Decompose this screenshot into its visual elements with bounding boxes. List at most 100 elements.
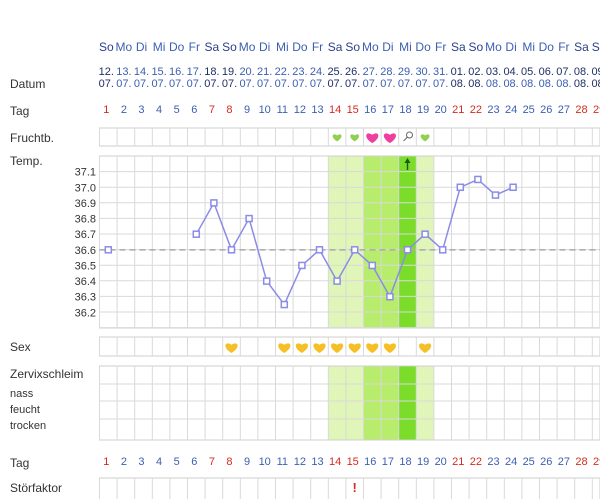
y-tick-label: 36.2 <box>75 307 96 319</box>
date-month-label: 08. <box>521 78 537 90</box>
cycle-day-label-top: 25 <box>522 104 535 116</box>
date-month-label: 07. <box>98 78 114 90</box>
weekday-label: So <box>222 40 237 54</box>
fertile-window-peak <box>398 366 417 440</box>
date-day-label: 22. <box>274 66 290 78</box>
cycle-day-label-bottom: 3 <box>138 456 145 468</box>
cycle-day-label-bottom: 20 <box>434 456 447 468</box>
temperature-point <box>315 246 324 254</box>
green-heart-icon <box>350 134 360 142</box>
date-day-label: 05. <box>521 66 537 78</box>
weekday-label: So <box>345 40 361 54</box>
date-day-label: 20. <box>239 66 255 78</box>
y-tick-label: 37.1 <box>75 167 96 179</box>
cycle-day-label-bottom: 22 <box>469 456 483 468</box>
date-day-label: 03. <box>485 66 502 78</box>
cycle-day-label-bottom: 1 <box>103 456 110 468</box>
cycle-day-label-top: 16 <box>364 104 377 116</box>
cycle-day-label-top: 18 <box>399 104 412 116</box>
weekday-label: Mi <box>275 40 289 54</box>
sex-heart-icon <box>383 343 396 354</box>
temperature-point <box>192 230 201 238</box>
date-day-label: 28. <box>380 66 396 78</box>
cycle-day-label-top: 17 <box>381 104 395 116</box>
date-month-label: 07. <box>362 78 378 90</box>
date-month-label: 07. <box>204 78 220 90</box>
date-day-label: 01. <box>450 66 466 78</box>
cycle-day-label-bottom: 15 <box>346 456 359 468</box>
pink-heart-icon <box>366 133 379 144</box>
cycle-day-label-top: 8 <box>226 104 233 116</box>
date-month-label: 07. <box>133 78 150 90</box>
weekday-label: Do <box>538 40 554 54</box>
weekday-label: Do <box>415 40 431 54</box>
fertile-window-mid <box>363 156 382 328</box>
y-tick-label: 36.6 <box>75 245 96 257</box>
cycle-day-label-top: 2 <box>120 104 127 116</box>
temperature-point <box>368 261 377 270</box>
weekday-label: Mi <box>399 40 412 54</box>
weekday-label: Sa <box>204 40 220 54</box>
temperature-point <box>438 246 447 254</box>
cycle-day-label-top: 6 <box>191 104 198 116</box>
y-tick-label: 36.9 <box>75 198 96 210</box>
temperature-point <box>104 246 113 254</box>
cycle-day-label-top: 28 <box>575 104 588 116</box>
cycle-day-label-bottom: 26 <box>540 456 553 468</box>
date-month-label: 07. <box>116 78 132 90</box>
cycle-day-label-bottom: 8 <box>226 456 233 468</box>
sex-heart-icon <box>313 343 326 354</box>
date-month-label: 08. <box>503 78 519 90</box>
temperature-point <box>298 261 306 270</box>
weekday-label: Mo <box>238 40 256 54</box>
weekday-label: Fr <box>311 40 324 54</box>
temperature-point <box>210 199 218 207</box>
y-tick-label: 36.8 <box>75 214 96 226</box>
fertile-window-light <box>416 366 434 440</box>
fertile-window-light <box>345 156 364 328</box>
green-heart-icon <box>420 134 430 142</box>
zervix-label-nass: nass <box>10 388 34 400</box>
date-day-label: 04. <box>503 66 519 78</box>
row-label-temp: Temp. <box>10 154 43 168</box>
fertile-window-light <box>328 156 346 328</box>
cycle-day-label-bottom: 14 <box>328 456 342 468</box>
cycle-day-label-bottom: 11 <box>276 456 288 468</box>
cycle-day-label-top: 26 <box>540 104 553 116</box>
date-month-label: 07. <box>397 78 414 90</box>
temperature-point <box>491 191 500 199</box>
date-month-label: 07. <box>169 78 185 90</box>
cycle-day-label-bottom: 6 <box>191 456 198 468</box>
cycle-day-label-bottom: 29 <box>592 456 600 468</box>
temperature-point <box>262 277 271 285</box>
date-day-label: 02. <box>468 66 484 78</box>
weekday-label: Sa <box>574 40 589 54</box>
temperature-point <box>456 183 465 192</box>
cycle-day-label-top: 13 <box>311 104 324 116</box>
weekday-label: Mi <box>522 40 536 54</box>
cycle-day-label-top: 9 <box>244 104 251 116</box>
cycle-day-label-bottom: 9 <box>244 456 251 468</box>
fertile-window-light <box>345 366 364 440</box>
date-day-label: 24. <box>309 66 326 78</box>
date-month-label: 08. <box>573 78 590 90</box>
weekday-label: Di <box>382 40 394 54</box>
cycle-day-label-top: 29 <box>592 104 600 116</box>
row-label-tag-bottom: Tag <box>10 456 30 470</box>
stoerfaktor-row-frame <box>99 477 600 499</box>
cycle-day-label-bottom: 4 <box>156 456 163 468</box>
date-day-label: 13. <box>116 66 132 78</box>
cycle-day-label-bottom: 5 <box>173 456 180 468</box>
date-month-label: 07. <box>221 78 238 90</box>
date-day-label: 19. <box>221 66 238 78</box>
date-day-label: 06. <box>538 66 554 78</box>
weekday-label: So <box>98 40 114 54</box>
row-label-datum: Datum <box>10 77 46 91</box>
cycle-day-label-bottom: 2 <box>120 456 127 468</box>
ovulation-marker-icon <box>406 131 413 139</box>
date-month-label: 07. <box>186 78 202 90</box>
cycle-day-label-top: 14 <box>328 104 342 116</box>
cycle-day-label-bottom: 19 <box>416 456 430 468</box>
temperature-point <box>245 214 253 223</box>
